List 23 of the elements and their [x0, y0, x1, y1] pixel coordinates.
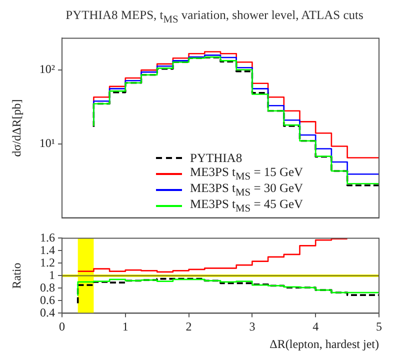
x-tick-label: 5	[376, 320, 382, 334]
legend-label: PYTHIA8	[190, 150, 242, 166]
y-axis-title: Ratio	[9, 262, 24, 289]
y-tick-label: 10²	[39, 62, 56, 76]
x-axis-title: ΔR(lepton, hardest jet)	[270, 336, 379, 351]
legend-label: ME3PS t$_{MS}$ = 30 GeV	[190, 181, 304, 199]
y-tick-label: 0.4	[40, 305, 55, 320]
y-tick-label: 0.8	[40, 280, 55, 294]
x-tick-label: 3	[249, 320, 256, 334]
x-tick-label: 1	[122, 320, 128, 334]
y-tick-label: 1.2	[40, 255, 55, 270]
y-tick-label: 10¹	[39, 136, 56, 150]
chart-title: PYTHIA8 MEPS, t$_{MS}$ variation, shower level, ATLAS cuts	[64, 8, 364, 28]
y-tick-label: 1.6	[40, 230, 55, 244]
y-axis-title: dσ/dΔR[pb]	[9, 99, 24, 157]
legend-label: ME3PS t$_{MS}$ = 15 GeV	[190, 165, 304, 183]
x-tick-label: 0	[59, 320, 65, 334]
x-tick-label: 4	[312, 320, 319, 334]
x-tick-label: 2	[186, 320, 192, 334]
y-tick-label: 1.4	[40, 242, 55, 257]
y-tick-label: 1	[49, 268, 55, 282]
legend-label: ME3PS t$_{MS}$ = 45 GeV	[190, 197, 304, 215]
y-tick-label: 0.6	[40, 292, 55, 307]
